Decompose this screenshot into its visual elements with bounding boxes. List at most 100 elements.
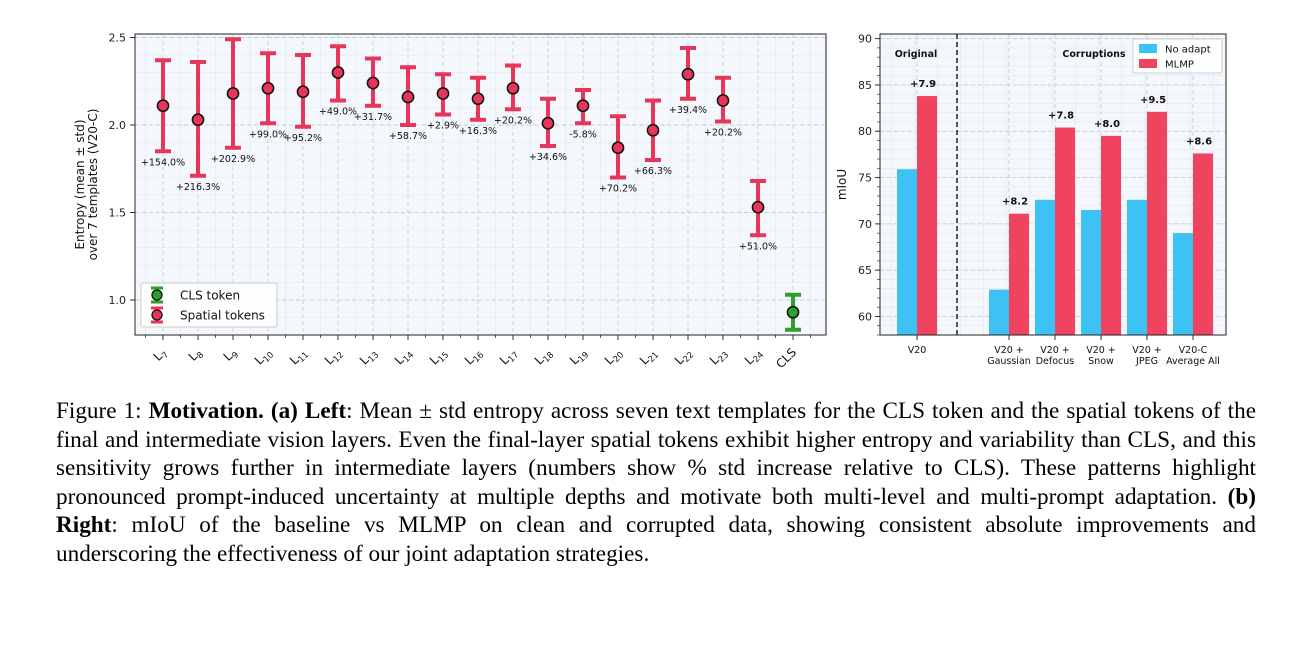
caption-title: Motivation.: [148, 398, 264, 424]
legend-label: Spatial tokens: [180, 309, 265, 323]
x-tick-label: V20 +: [994, 345, 1024, 356]
spatial-token-mean-point: [506, 81, 520, 95]
gain-label: +8.6: [1186, 136, 1212, 147]
spatial-token-mean-point: [751, 200, 765, 214]
x-tick-label-subscript: 7: [160, 350, 171, 361]
x-tick-label: L10: [252, 345, 276, 369]
gain-label: +7.8: [1048, 111, 1074, 122]
x-tick-label: JPEG: [1135, 356, 1158, 367]
x-tick-label: L22: [672, 345, 696, 369]
x-tick-label: V20: [908, 345, 927, 356]
spatial-token-mean-point: [191, 113, 205, 127]
spatial-token-mean-point: [366, 76, 380, 90]
legend-box: [140, 282, 278, 328]
spatial-token-mean-point: [156, 99, 170, 113]
x-tick-label-base: CLS: [773, 345, 799, 371]
x-tick-label: L17: [497, 345, 521, 369]
legend-label: No adapt: [1165, 45, 1211, 56]
spatial-token-mean-point: [541, 116, 555, 130]
x-tick-label: V20 +: [1132, 345, 1162, 356]
spatial-token-mean-point: [681, 67, 695, 81]
mlmp-bar: [1009, 213, 1029, 335]
gain-label: +7.9: [910, 79, 936, 90]
no-adapt-bar: [1127, 199, 1147, 335]
mlmp-bar: [1193, 153, 1213, 335]
y-tick-label: 1.0: [109, 294, 127, 307]
x-tick-label: L21: [637, 345, 661, 369]
legend-marker-point: [151, 309, 163, 321]
y-axis-label-line: over 7 templates (V20-C): [86, 109, 100, 261]
x-tick-label: V20-C: [1179, 345, 1208, 356]
x-tick-label: L12: [322, 345, 346, 369]
x-tick-label: Average All: [1166, 356, 1220, 367]
x-tick-label: Defocus: [1036, 356, 1075, 367]
spatial-token-mean-point: [436, 87, 450, 100]
std-increase-label: +66.3%: [634, 166, 672, 177]
std-increase-label: +20.2%: [704, 128, 742, 139]
y-axis-label: Entropy (mean ± std)over 7 templates (V2…: [73, 109, 100, 261]
legend-swatch: [1139, 59, 1157, 68]
no-adapt-bar: [1035, 199, 1055, 335]
figure-canvas: 1.0 1.5 2.0 2.5 Entropy (mean ± std)over 7 t…: [73, 32, 1227, 371]
std-increase-label: +49.0%: [319, 107, 357, 118]
std-increase-label: +70.2%: [599, 184, 637, 195]
std-increase-label: -5.8%: [569, 129, 597, 140]
std-increase-label: +202.9%: [211, 154, 255, 165]
y-tick-label: 1.5: [109, 207, 127, 220]
x-tick-label: Snow: [1088, 356, 1114, 367]
legend-marker-point: [151, 289, 163, 301]
std-increase-label: +95.2%: [284, 133, 322, 144]
gain-label: +8.0: [1094, 119, 1120, 130]
std-increase-label: +216.3%: [176, 182, 220, 193]
gain-label: +8.2: [1002, 197, 1028, 208]
x-tick-label: L15: [427, 345, 451, 369]
legend-label: MLMP: [1165, 60, 1194, 71]
std-increase-label: +34.6%: [529, 152, 567, 163]
no-adapt-bar: [897, 169, 917, 335]
plot-frame: [879, 33, 1227, 336]
plot-frame: [134, 33, 827, 336]
cls-token-mean-point: [786, 305, 800, 319]
caption-part-a-text: : Mean ± std entropy across seven text t…: [56, 398, 1257, 510]
y-tick-label: 60: [858, 310, 872, 323]
spatial-token-mean-point: [471, 92, 485, 106]
caption-figure-label: Figure 1:: [56, 398, 149, 424]
caption-part-b-label: (b) Right: [56, 483, 1257, 539]
x-tick-label: Gaussian: [987, 356, 1031, 367]
x-tick-label: L20: [602, 345, 626, 369]
legend-label: CLS token: [180, 289, 240, 303]
x-tick-label: L24: [742, 345, 766, 369]
no-adapt-bar: [1173, 233, 1193, 335]
section-label-corruptions: Corruptions: [1062, 49, 1126, 60]
spatial-token-mean-point: [576, 99, 590, 113]
y-tick-label: 65: [858, 264, 872, 277]
x-tick-label: L9: [221, 345, 242, 366]
x-tick-label: L18: [532, 345, 556, 369]
x-tick-label: L14: [392, 345, 416, 369]
spatial-token-mean-point: [716, 94, 730, 107]
y-tick-label: 75: [858, 172, 872, 185]
spatial-token-mean-point: [611, 141, 625, 155]
no-adapt-bar: [1081, 209, 1101, 335]
std-increase-label: +31.7%: [354, 112, 392, 123]
y-axis-label-line: Entropy (mean ± std): [73, 119, 87, 249]
spatial-token-mean-point: [261, 81, 275, 95]
mlmp-bar: [1101, 135, 1121, 335]
std-increase-label: +39.4%: [669, 105, 707, 116]
y-tick-label: 70: [858, 218, 872, 231]
x-tick-label: V20 +: [1086, 345, 1116, 356]
std-increase-label: +58.7%: [389, 131, 427, 142]
x-tick-label: V20 +: [1040, 345, 1070, 356]
spatial-token-mean-point: [401, 90, 415, 104]
std-increase-label: +16.3%: [459, 126, 497, 137]
y-tick-label: 2.5: [109, 32, 127, 45]
figure-caption: Figure 1: Motivation. (a) Left: Mean ± s…: [56, 397, 1256, 569]
y-tick-label: 90: [858, 33, 872, 46]
std-increase-label: +154.0%: [141, 157, 185, 168]
spatial-token-mean-point: [226, 87, 240, 100]
entropy-errorbar-chart: 1.0 1.5 2.0 2.5 Entropy (mean ± std)over 7 t…: [73, 32, 827, 371]
std-increase-label: +2.9%: [427, 121, 459, 132]
miou-bar-chart: 60 65 70 75 80 85 90 +7.9 +8.2 +7.8 +8.0 +9.5 +8.6 V2…: [835, 33, 1227, 367]
x-tick-label: L19: [567, 345, 591, 369]
mlmp-bar: [1147, 111, 1167, 335]
